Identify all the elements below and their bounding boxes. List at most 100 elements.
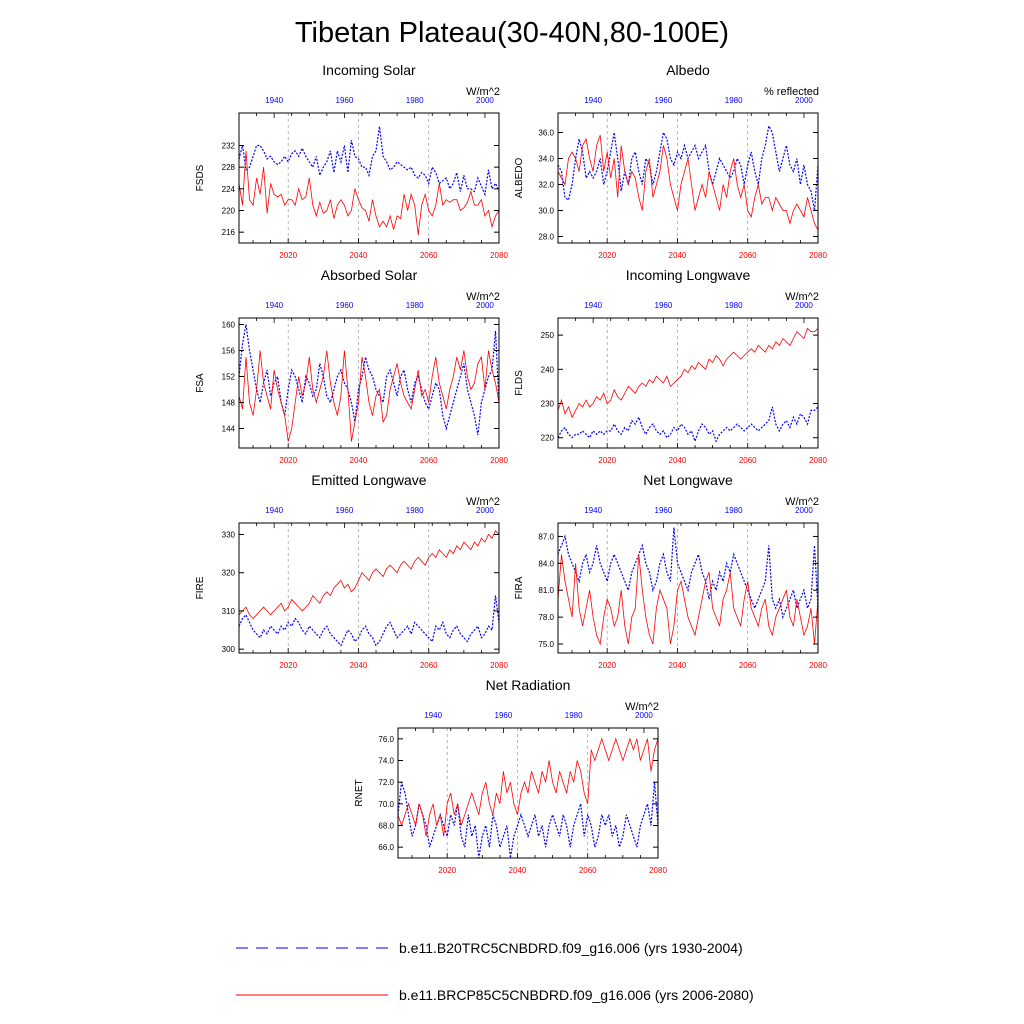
x-top-tick-label: 2000	[476, 506, 494, 515]
y-tick-label: 70.0	[378, 800, 394, 809]
y-axis-label: ALBEDO	[514, 157, 525, 198]
x-bottom-tick-label: 2020	[279, 661, 297, 670]
legend: b.e11.B20TRC5CNBDRD.f09_g16.006 (yrs 193…	[236, 940, 754, 1003]
x-top-tick-label: 1940	[265, 301, 283, 310]
plot-frame	[238, 317, 500, 449]
y-tick-label: 148	[222, 399, 236, 408]
x-bottom-tick-label: 2020	[438, 866, 456, 875]
x-bottom-tick-label: 2020	[598, 661, 616, 670]
y-tick-label: 66.0	[378, 843, 394, 852]
panel-albedo: Albedo % reflected ALBEDO 28.0 30.0 32.0 34.0 3…	[514, 62, 827, 260]
y-tick-label: 160	[222, 321, 236, 330]
y-tick-label: 228	[222, 163, 236, 172]
x-bottom-tick-label: 2060	[420, 456, 438, 465]
y-tick-label: 220	[541, 434, 555, 443]
series-line-control	[557, 527, 819, 620]
main-title: Tibetan Plateau(30-40N,80-100E)	[295, 17, 729, 49]
series-line-future	[238, 529, 500, 620]
series-line-future	[557, 134, 819, 231]
legend-label-control: b.e11.B20TRC5CNBDRD.f09_g16.006 (yrs 193…	[399, 940, 743, 956]
panel-rnet: Net Radiation W/m^2 RNET 66.0 68.0 70.0 72.0 74…	[354, 677, 667, 875]
x-bottom-tick-label: 2060	[420, 251, 438, 260]
y-axis-label: FIRE	[195, 576, 206, 599]
x-top-tick-label: 1960	[655, 506, 673, 515]
y-tick-label: 250	[541, 331, 555, 340]
y-tick-label: 28.0	[538, 233, 554, 242]
x-top-tick-label: 1940	[265, 506, 283, 515]
x-top-tick-label: 1980	[725, 96, 743, 105]
x-bottom-tick-label: 2040	[350, 661, 368, 670]
y-tick-label: 75.0	[538, 640, 554, 649]
series-line-control	[397, 782, 659, 859]
panel-fsa: Absorbed Solar W/m^2 FSA 144 148 152 156 160 202…	[195, 267, 508, 465]
panel-fsds: Incoming Solar W/m^2 FSDS 216 220 224 228 232 20…	[195, 62, 508, 260]
x-top-tick-label: 2000	[476, 301, 494, 310]
x-bottom-tick-label: 2080	[649, 866, 667, 875]
y-tick-label: 230	[541, 400, 555, 409]
y-tick-label: 76.0	[378, 735, 394, 744]
x-top-tick-label: 1960	[336, 506, 354, 515]
series-line-future	[557, 327, 819, 419]
panels: Incoming Solar W/m^2 FSDS 216 220 224 228 232 20…	[195, 62, 827, 875]
x-top-tick-label: 1940	[424, 711, 442, 720]
y-tick-label: 220	[222, 207, 236, 216]
x-bottom-tick-label: 2080	[809, 456, 827, 465]
y-tick-label: 30.0	[538, 207, 554, 216]
panel-title: Emitted Longwave	[311, 472, 426, 488]
plot-frame	[557, 112, 819, 244]
x-bottom-tick-label: 2080	[490, 251, 508, 260]
y-axis-label: RNET	[354, 779, 365, 806]
series-line-future	[397, 737, 659, 837]
plot-frame	[238, 112, 500, 244]
y-tick-label: 72.0	[378, 778, 394, 787]
y-axis-label: FSA	[195, 373, 206, 393]
x-bottom-tick-label: 2080	[809, 251, 827, 260]
panel-fire: Emitted Longwave W/m^2 FIRE 300 310 320 330 202…	[195, 472, 508, 670]
x-top-tick-label: 1980	[565, 711, 583, 720]
x-bottom-tick-label: 2020	[279, 456, 297, 465]
x-top-tick-label: 2000	[476, 96, 494, 105]
y-tick-label: 144	[222, 425, 236, 434]
x-top-tick-label: 1940	[584, 96, 602, 105]
x-bottom-tick-label: 2060	[739, 661, 757, 670]
x-bottom-tick-label: 2020	[598, 251, 616, 260]
series-line-control	[557, 406, 819, 444]
panel-flds: Incoming Longwave W/m^2 FLDS 220 230 240 250 20…	[514, 267, 827, 465]
x-top-tick-label: 1960	[336, 96, 354, 105]
x-top-tick-label: 2000	[795, 301, 813, 310]
y-tick-label: 34.0	[538, 155, 554, 164]
x-top-tick-label: 1940	[265, 96, 283, 105]
units-label: W/m^2	[785, 291, 819, 303]
x-top-tick-label: 1980	[406, 506, 424, 515]
series-line-control	[238, 126, 500, 197]
series-line-control	[238, 324, 500, 436]
x-top-tick-label: 1960	[336, 301, 354, 310]
series-line-control	[557, 124, 819, 211]
y-tick-label: 36.0	[538, 129, 554, 138]
y-tick-label: 232	[222, 142, 236, 151]
units-label: W/m^2	[466, 496, 500, 508]
x-bottom-tick-label: 2040	[350, 456, 368, 465]
panel-title: Net Radiation	[486, 677, 571, 693]
y-tick-label: 330	[222, 530, 236, 539]
y-tick-label: 78.0	[538, 613, 554, 622]
y-tick-label: 310	[222, 607, 236, 616]
y-tick-label: 152	[222, 373, 236, 382]
units-label: W/m^2	[625, 701, 659, 713]
x-bottom-tick-label: 2020	[598, 456, 616, 465]
y-tick-label: 81.0	[538, 586, 554, 595]
y-tick-label: 216	[222, 228, 236, 237]
x-top-tick-label: 1980	[406, 96, 424, 105]
y-tick-label: 320	[222, 569, 236, 578]
y-tick-label: 156	[222, 347, 236, 356]
y-tick-label: 224	[222, 185, 236, 194]
y-axis-label: FLDS	[514, 370, 525, 396]
x-top-tick-label: 2000	[635, 711, 653, 720]
x-top-tick-label: 1960	[655, 301, 673, 310]
y-tick-label: 74.0	[378, 757, 394, 766]
x-bottom-tick-label: 2040	[669, 661, 687, 670]
units-label: % reflected	[764, 86, 819, 98]
x-top-tick-label: 1980	[406, 301, 424, 310]
series-line-future	[238, 350, 500, 442]
x-top-tick-label: 1940	[584, 301, 602, 310]
